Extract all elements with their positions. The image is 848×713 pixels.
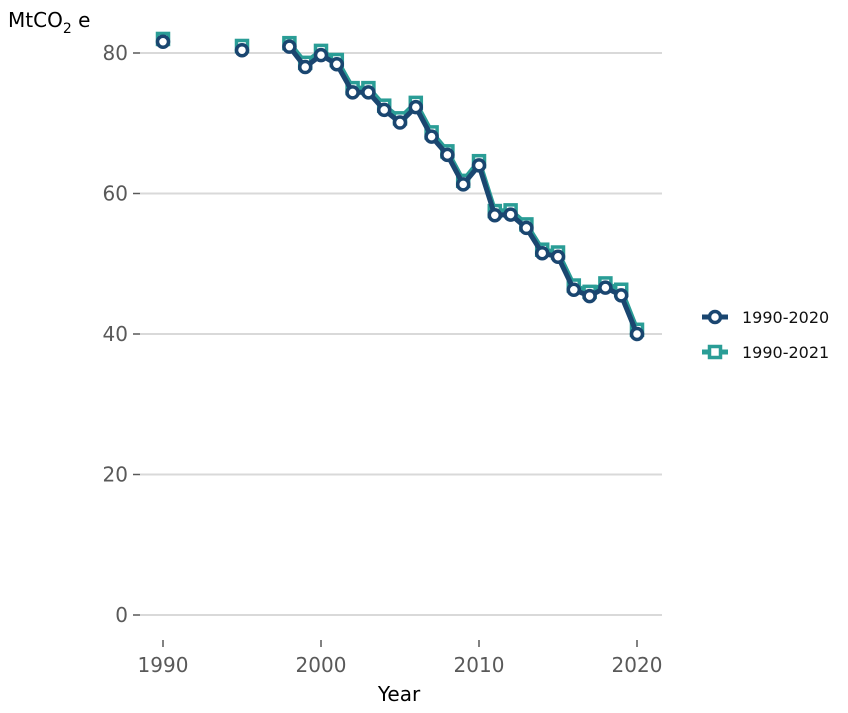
point-1990-2020-2010 xyxy=(471,158,487,173)
point-1990-2020-2013 xyxy=(519,220,534,236)
point-1990-2020-1990 xyxy=(155,34,171,50)
point-1990-2020-2006 xyxy=(408,99,424,115)
y-tick-label-40: 40 xyxy=(103,322,128,346)
point-1990-2020-2015 xyxy=(550,249,566,264)
x-tick-label-1990: 1990 xyxy=(138,653,189,677)
x-tick-label-2000: 2000 xyxy=(296,653,347,677)
y-axis-title: MtCO2 e xyxy=(8,8,90,37)
y-axis-title-subscript: 2 xyxy=(63,21,72,37)
point-1990-2020-2003 xyxy=(361,85,376,100)
point-1990-2020-2002 xyxy=(345,85,360,100)
point-1990-2020-2011 xyxy=(487,208,503,223)
point-1990-2020-2017 xyxy=(582,288,597,304)
point-1990-2020-2001 xyxy=(329,56,345,72)
legend-marker-1990-2020 xyxy=(707,309,723,325)
y-tick-label-0: 0 xyxy=(115,603,128,627)
legend: 1990-2020 1990-2021 xyxy=(702,308,829,362)
point-1990-2020-2018 xyxy=(598,280,613,295)
point-1990-2020-2019 xyxy=(613,288,629,303)
series xyxy=(155,31,645,342)
point-1990-2020-2000 xyxy=(313,47,329,63)
point-1990-2020-1998 xyxy=(282,39,297,54)
point-1990-2020-2004 xyxy=(376,102,392,118)
gridlines xyxy=(140,52,662,616)
point-1990-2020-2005 xyxy=(392,115,408,130)
legend-marker-1990-2021 xyxy=(707,344,723,360)
point-1990-2020-2008 xyxy=(440,147,455,163)
x-axis-title: Year xyxy=(377,682,421,706)
legend-label-1990-2020: 1990-2020 xyxy=(742,308,829,327)
x-tick-label-2010: 2010 xyxy=(454,653,505,677)
point-1990-2020-1999 xyxy=(297,59,313,75)
x-tick-label-2020: 2020 xyxy=(612,653,663,677)
y-axis-title-main: MtCO xyxy=(8,8,63,32)
legend-label-1990-2021: 1990-2021 xyxy=(742,343,829,362)
y-axis-title-tail: e xyxy=(72,8,91,32)
point-1990-2020-2007 xyxy=(424,129,439,144)
y-tick-label-20: 20 xyxy=(103,463,128,487)
y-tick-label-60: 60 xyxy=(103,182,128,206)
point-1990-2020-1995 xyxy=(234,42,250,58)
point-1990-2020-2020 xyxy=(629,326,645,342)
point-1990-2020-2016 xyxy=(566,282,582,297)
point-1990-2020-2009 xyxy=(455,177,471,192)
point-1990-2020-2012 xyxy=(503,207,518,222)
point-1990-2020-2014 xyxy=(534,245,550,261)
axes: 0 20 40 60 80 1990 2000 2010 2020 xyxy=(103,41,663,677)
y-tick-label-80: 80 xyxy=(103,41,128,65)
